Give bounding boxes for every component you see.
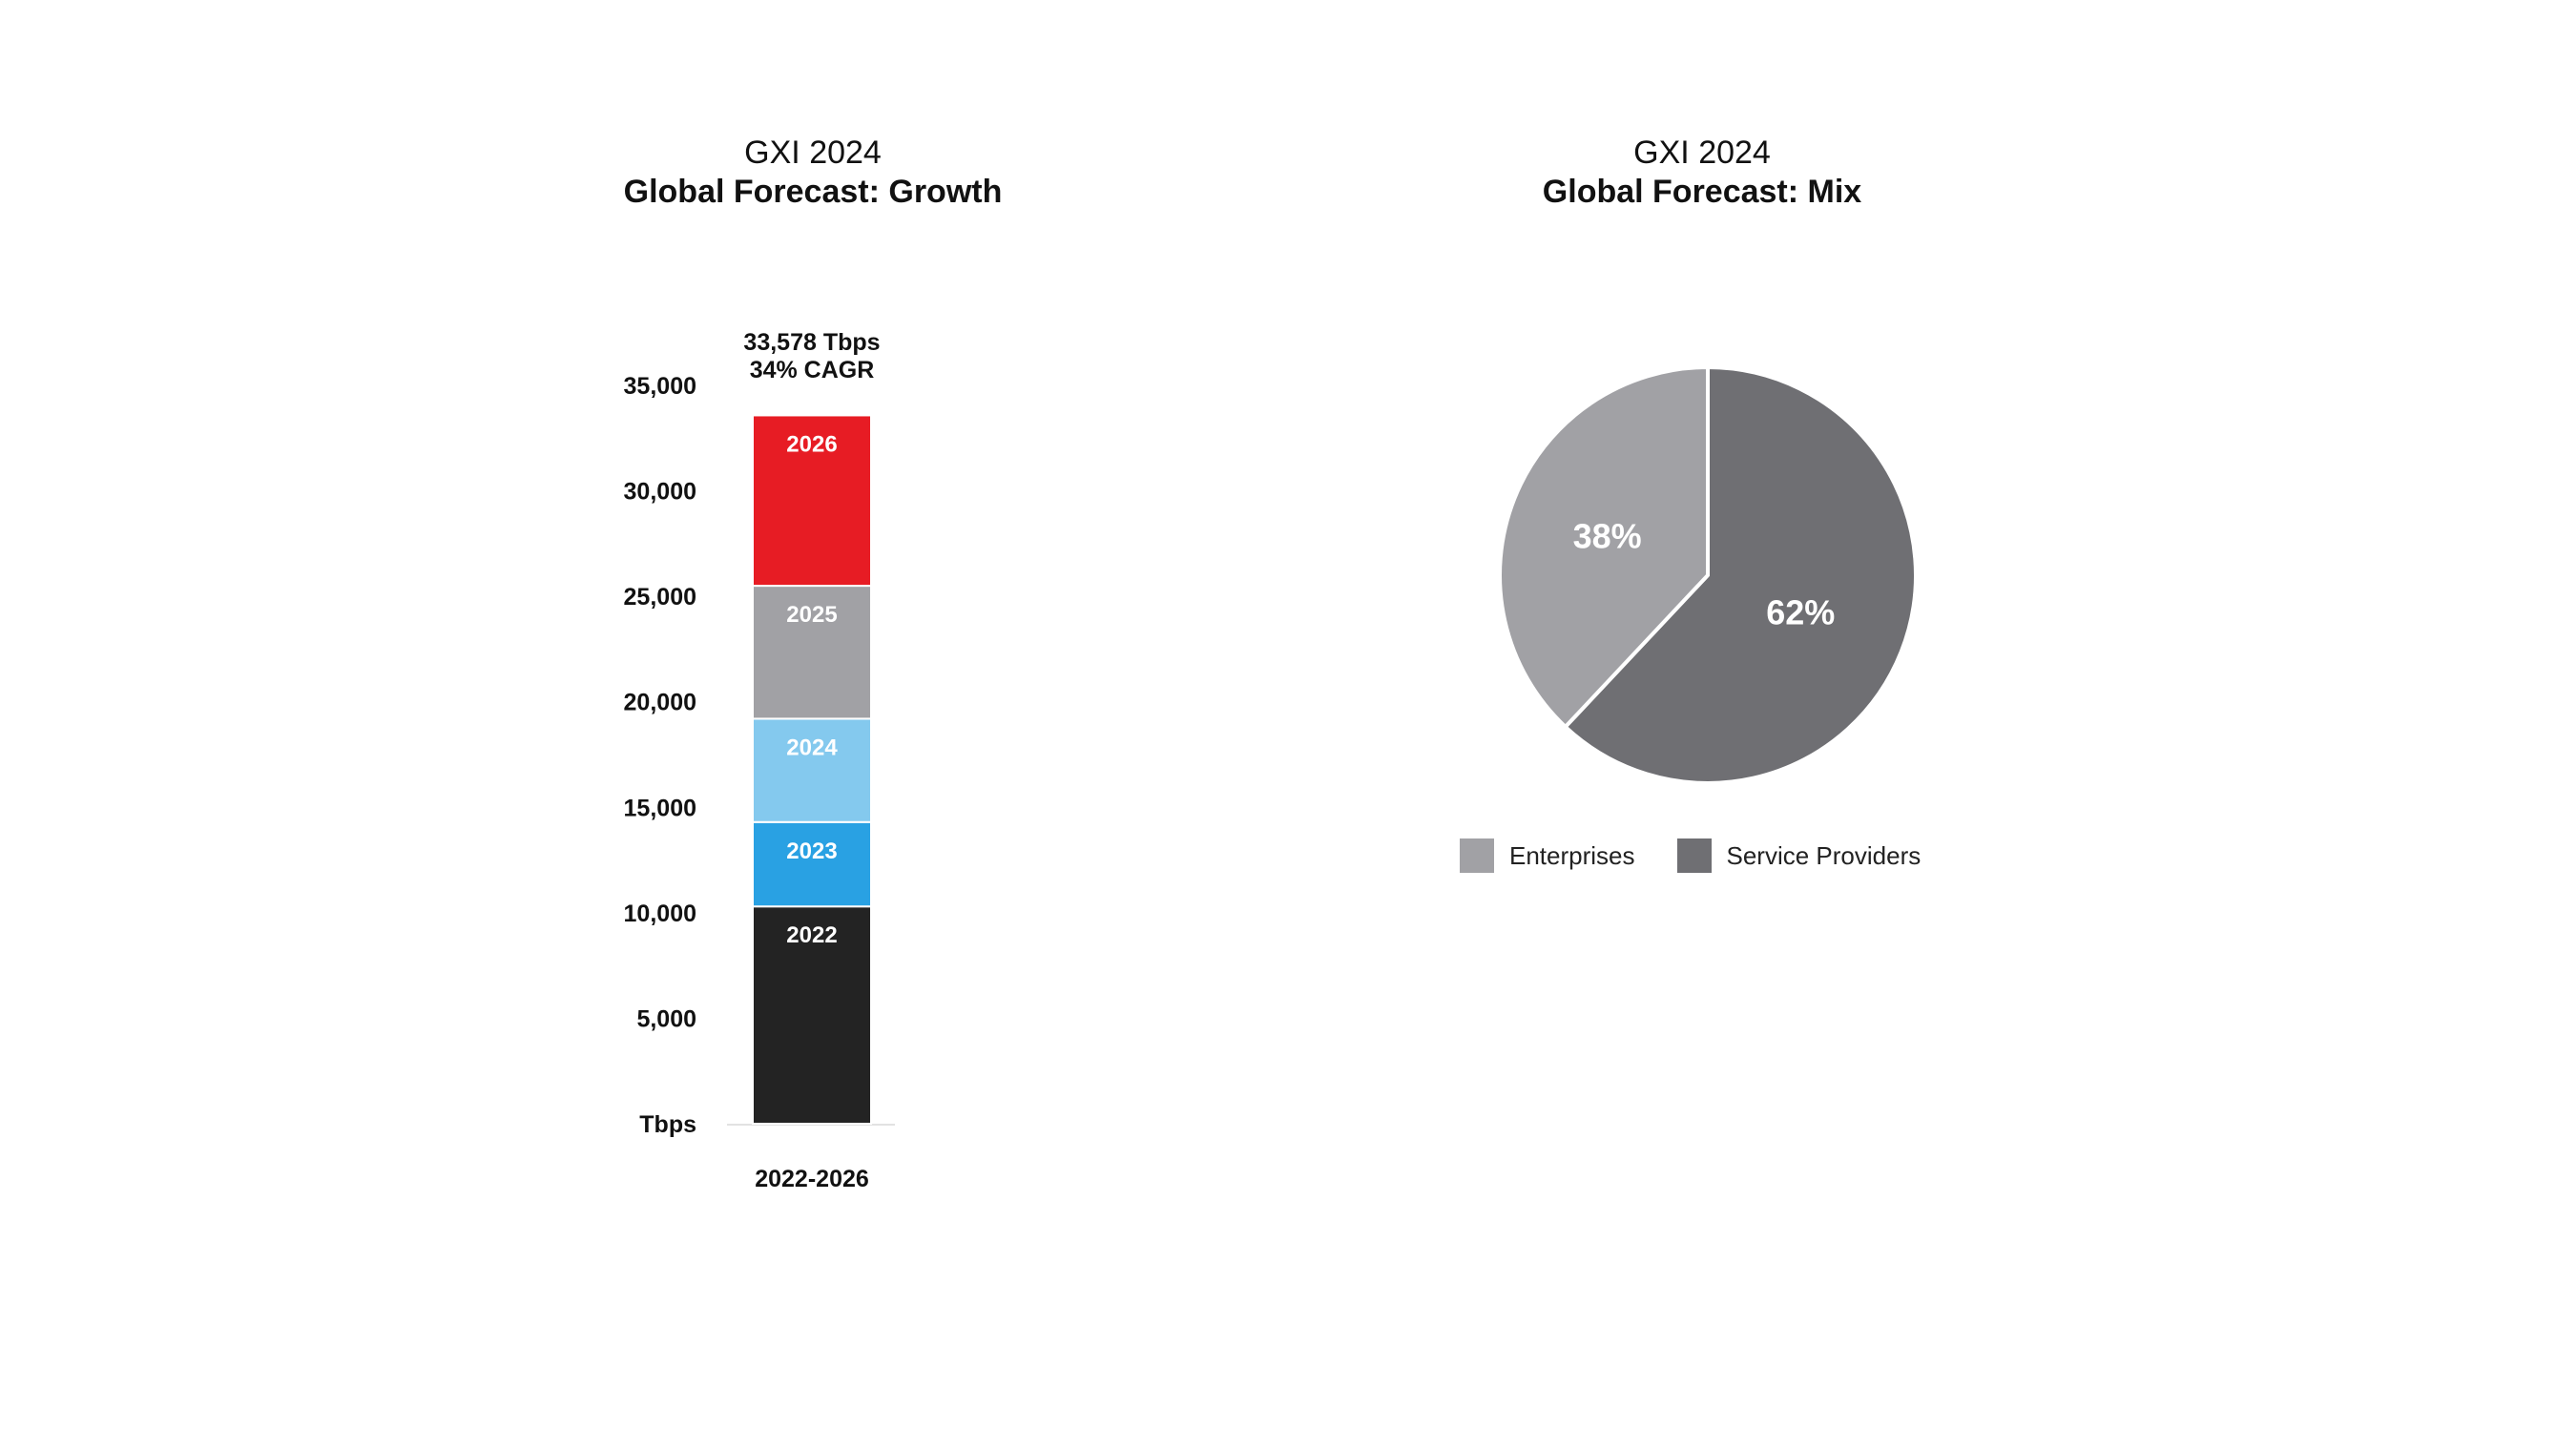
legend-item-enterprises: Enterprises (1460, 838, 1635, 873)
legend-item-service-providers: Service Providers (1676, 838, 1922, 873)
legend-label-service-providers: Service Providers (1726, 840, 1922, 870)
bar-segment-label: 2022 (786, 922, 837, 948)
mix-legend: Enterprises Service Providers (1460, 838, 1963, 873)
mix-subtitle: Global Forecast: Mix (1542, 174, 1862, 210)
y-tick-label: 15,000 (624, 795, 696, 821)
growth-chart-title: GXI 2024 Global Forecast: Growth (431, 134, 1195, 212)
growth-subtitle: Global Forecast: Growth (623, 174, 1003, 210)
y-tick-label: 20,000 (624, 690, 696, 716)
pie-slice-label: 38% (1573, 516, 1642, 555)
y-tick-label: 5,000 (636, 1005, 696, 1032)
bar-segment-2024 (752, 717, 872, 823)
pie-slice-enterprises (1498, 365, 1710, 729)
y-tick-label: 10,000 (624, 900, 696, 927)
legend-swatch-service-providers (1676, 838, 1712, 873)
growth-title: GXI 2024 (744, 135, 882, 171)
bar-segment-2023 (752, 820, 872, 908)
y-tick-label: 25,000 (624, 584, 696, 611)
pie-slice-service-providers (1563, 365, 1918, 785)
legend-label-enterprises: Enterprises (1509, 840, 1635, 870)
bar-segment-2025 (752, 585, 872, 720)
y-tick-label: 30,000 (624, 479, 696, 506)
bar-segment-label: 2026 (786, 431, 837, 457)
bar-segment-2026 (752, 414, 872, 588)
y-tick-label: 35,000 (624, 373, 696, 400)
bar-total-annotation: 34% CAGR (750, 357, 875, 383)
mix-title: GXI 2024 (1633, 135, 1771, 171)
bar-segment-label: 2023 (786, 838, 837, 864)
pie-slice-label: 62% (1766, 593, 1835, 632)
bar-segment-label: 2025 (786, 602, 837, 628)
mix-chart-title: GXI 2024 Global Forecast: Mix (1320, 134, 2084, 212)
y-tick-label: Tbps (639, 1111, 696, 1138)
x-axis-label: 2022-2026 (755, 1166, 869, 1192)
bar-total-annotation: 33,578 Tbps (743, 329, 880, 356)
legend-swatch-enterprises (1460, 838, 1494, 873)
bar-segment-label: 2024 (786, 735, 838, 760)
